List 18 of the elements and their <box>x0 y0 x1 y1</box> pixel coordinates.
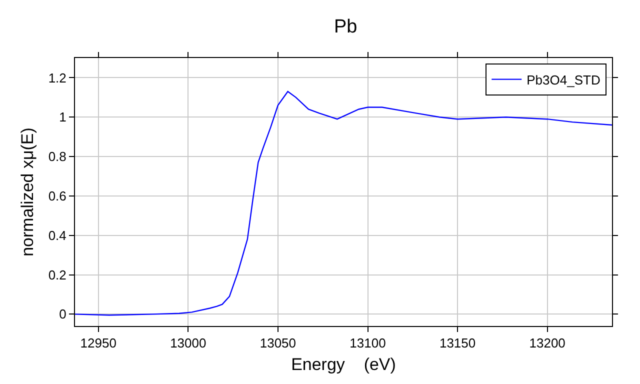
legend-label: Pb3O4_STD <box>526 72 600 88</box>
y-tick-label: 0 <box>59 306 66 322</box>
x-tick-label: 12950 <box>80 336 116 351</box>
x-tick-label: 13150 <box>439 336 476 351</box>
y-tick-label: 0.4 <box>48 228 66 243</box>
x-tick-label: 13000 <box>170 336 206 351</box>
y-tick-label: 1.2 <box>48 70 66 86</box>
y-tick-label: 0.6 <box>48 188 66 204</box>
x-axis-title: Energy (eV) <box>291 355 396 374</box>
x-tick-label: 13100 <box>350 336 386 351</box>
y-tick-label: 1 <box>59 110 66 125</box>
y-tick-label: 0.2 <box>48 267 66 282</box>
chart-title: Pb <box>334 16 358 38</box>
x-tick-label: 13050 <box>260 336 296 351</box>
x-tick-label: 13200 <box>529 336 566 351</box>
line-series <box>75 90 612 316</box>
y-tick-label: 0.8 <box>48 149 66 164</box>
y-axis-title: normalized xμ(E) <box>18 128 37 256</box>
